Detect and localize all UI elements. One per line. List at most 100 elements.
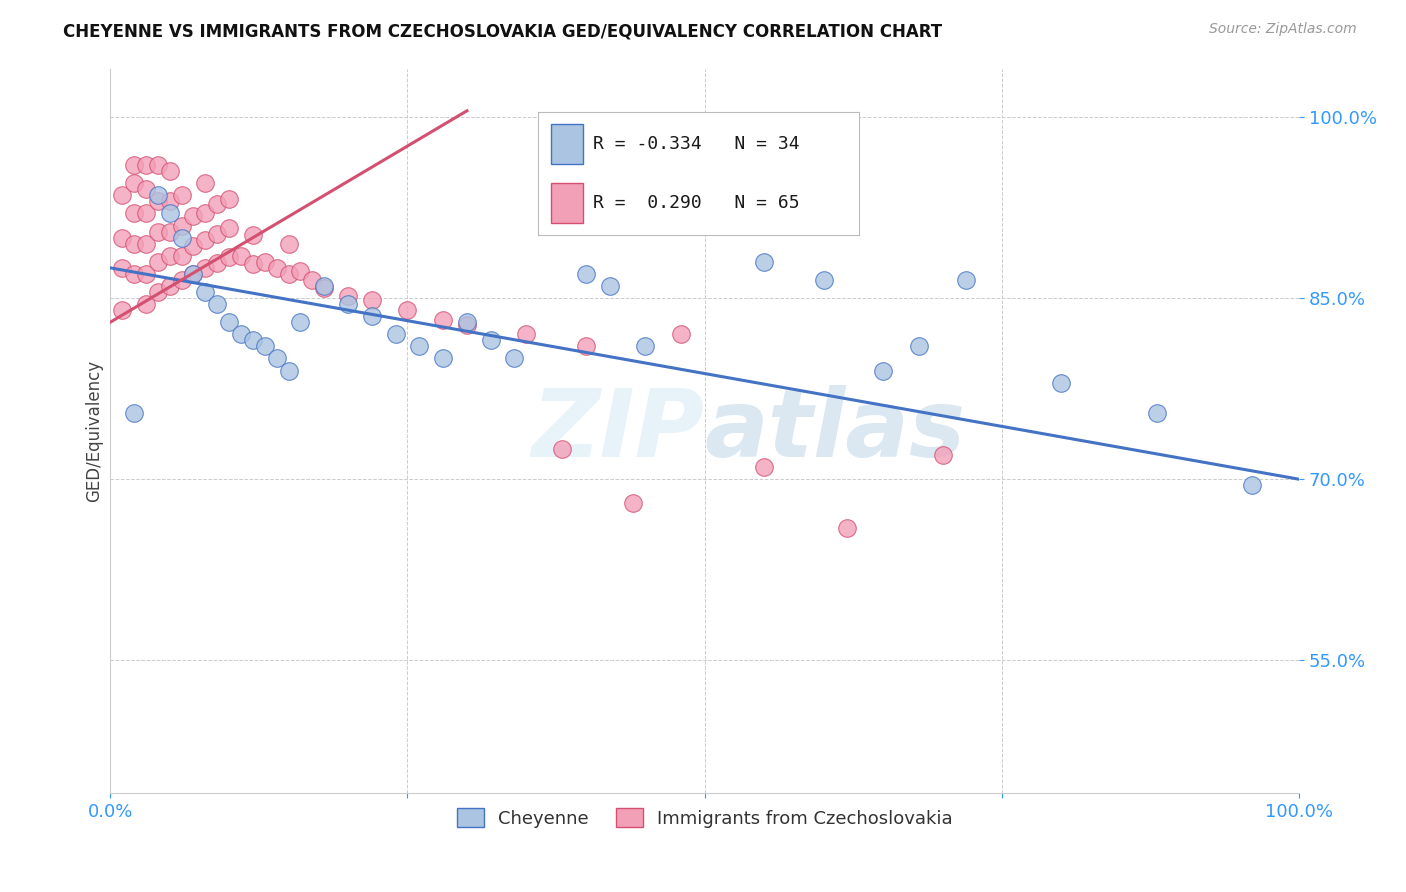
Point [194, 206, 217, 220]
Point [122, 406, 145, 420]
Point [135, 297, 157, 311]
Point [621, 496, 644, 510]
Point [122, 206, 145, 220]
Point [194, 285, 217, 299]
Point [111, 230, 134, 244]
Point [159, 249, 181, 263]
Point [207, 196, 229, 211]
Point [194, 260, 217, 275]
Text: atlas: atlas [704, 385, 966, 477]
Point [170, 230, 193, 244]
Point [360, 293, 382, 308]
Point [301, 273, 323, 287]
Point [111, 303, 134, 318]
Point [551, 442, 574, 456]
Point [170, 249, 193, 263]
Point [277, 363, 299, 377]
Text: Source: ZipAtlas.com: Source: ZipAtlas.com [1209, 22, 1357, 37]
Point [754, 460, 776, 475]
Point [337, 297, 360, 311]
Point [266, 351, 288, 366]
Point [146, 255, 169, 269]
Point [669, 327, 692, 342]
Point [146, 194, 169, 209]
Point [111, 260, 134, 275]
Point [122, 176, 145, 190]
Point [242, 257, 264, 271]
Point [159, 194, 181, 209]
Point [146, 285, 169, 299]
Point [266, 260, 288, 275]
Point [194, 176, 217, 190]
Point [111, 188, 134, 202]
Point [432, 351, 454, 366]
Point [135, 182, 157, 196]
Point [503, 351, 526, 366]
Point [146, 188, 169, 202]
Point [634, 339, 657, 353]
Point [122, 236, 145, 251]
Point [1146, 406, 1168, 420]
Point [360, 309, 382, 323]
Point [183, 267, 205, 281]
Point [456, 318, 478, 332]
Point [183, 267, 205, 281]
Point [253, 339, 276, 353]
Point [1240, 478, 1263, 492]
Point [146, 158, 169, 172]
Point [170, 219, 193, 233]
Point [872, 363, 894, 377]
Point [194, 233, 217, 247]
Point [207, 256, 229, 270]
Point [183, 239, 205, 253]
Point [408, 339, 430, 353]
Point [253, 255, 276, 269]
Point [218, 192, 240, 206]
Point [218, 315, 240, 329]
Point [575, 267, 598, 281]
Point [277, 267, 299, 281]
Point [218, 221, 240, 235]
Point [456, 315, 478, 329]
Point [135, 158, 157, 172]
Point [159, 164, 181, 178]
Point [159, 225, 181, 239]
Point [384, 327, 406, 342]
Point [396, 303, 419, 318]
Point [754, 255, 776, 269]
Point [135, 267, 157, 281]
Point [1050, 376, 1073, 390]
Point [337, 288, 360, 302]
Point [314, 281, 336, 295]
Point [290, 315, 312, 329]
Point [122, 158, 145, 172]
Point [837, 520, 859, 534]
Point [170, 273, 193, 287]
Point [207, 227, 229, 241]
Point [183, 209, 205, 223]
Point [290, 264, 312, 278]
Point [135, 236, 157, 251]
Point [813, 273, 835, 287]
Y-axis label: GED/Equivalency: GED/Equivalency [86, 359, 103, 502]
Point [955, 273, 977, 287]
Point [515, 327, 537, 342]
Point [277, 236, 299, 251]
Point [170, 188, 193, 202]
Point [229, 327, 252, 342]
Point [479, 334, 502, 348]
Point [242, 334, 264, 348]
Text: CHEYENNE VS IMMIGRANTS FROM CZECHOSLOVAKIA GED/EQUIVALENCY CORRELATION CHART: CHEYENNE VS IMMIGRANTS FROM CZECHOSLOVAK… [63, 22, 942, 40]
Point [207, 297, 229, 311]
Point [575, 339, 598, 353]
Point [218, 250, 240, 264]
Point [159, 206, 181, 220]
Point [432, 313, 454, 327]
Point [314, 279, 336, 293]
Point [135, 206, 157, 220]
Point [931, 448, 953, 462]
Text: ZIP: ZIP [531, 385, 704, 477]
Point [146, 225, 169, 239]
Point [159, 279, 181, 293]
Point [242, 228, 264, 243]
